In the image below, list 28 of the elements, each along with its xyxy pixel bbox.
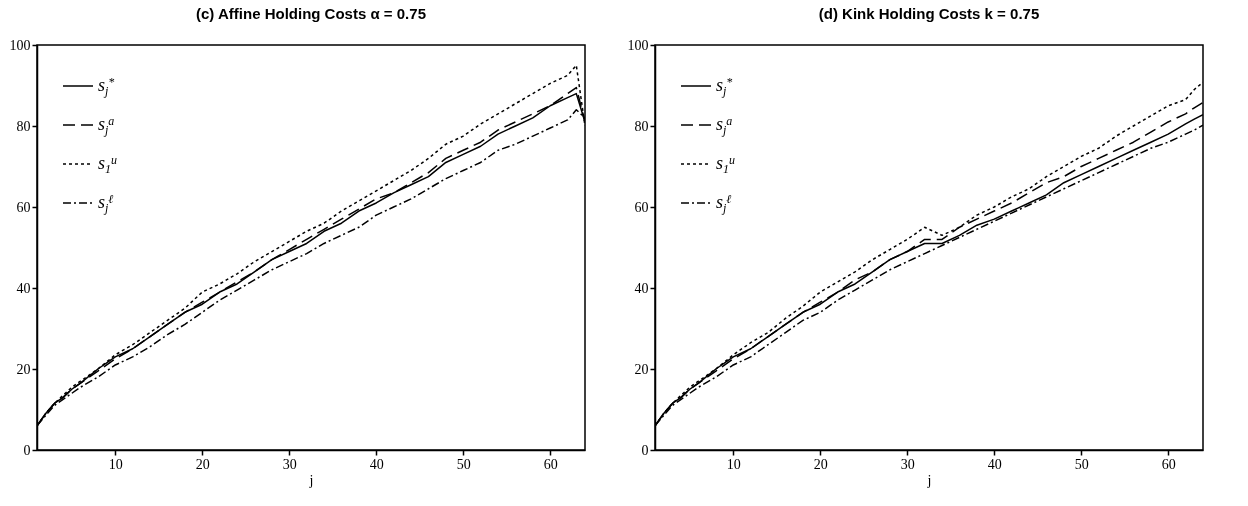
x-tick-label: 20 (195, 456, 210, 472)
x-axis-title: j (308, 472, 314, 488)
x-axis-title: j (926, 472, 932, 488)
x-tick-label: 30 (900, 456, 915, 472)
y-tick-label: 20 (16, 361, 31, 377)
x-tick-label: 10 (726, 456, 741, 472)
x-tick-label: 20 (813, 456, 828, 472)
y-tick-label: 40 (634, 280, 649, 296)
y-tick-label: 0 (23, 442, 31, 458)
y-tick-label: 80 (634, 118, 649, 134)
chart-title: (d) Kink Holding Costs k = 0.75 (818, 5, 1040, 22)
y-tick-label: 40 (16, 280, 31, 296)
x-tick-label: 10 (108, 456, 123, 472)
x-tick-label: 50 (1074, 456, 1089, 472)
x-tick-label: 50 (456, 456, 471, 472)
x-tick-label: 30 (282, 456, 297, 472)
x-tick-label: 60 (543, 456, 558, 472)
y-tick-label: 100 (9, 37, 31, 53)
y-tick-label: 20 (634, 361, 649, 377)
y-tick-label: 100 (627, 37, 649, 53)
x-tick-label: 40 (987, 456, 1002, 472)
y-tick-label: 80 (16, 118, 31, 134)
y-tick-label: 60 (16, 199, 31, 215)
x-tick-label: 40 (369, 456, 384, 472)
y-tick-label: 60 (634, 199, 649, 215)
y-tick-label: 0 (641, 442, 649, 458)
chart-title: (c) Affine Holding Costs α = 0.75 (196, 5, 426, 22)
x-tick-label: 60 (1161, 456, 1176, 472)
